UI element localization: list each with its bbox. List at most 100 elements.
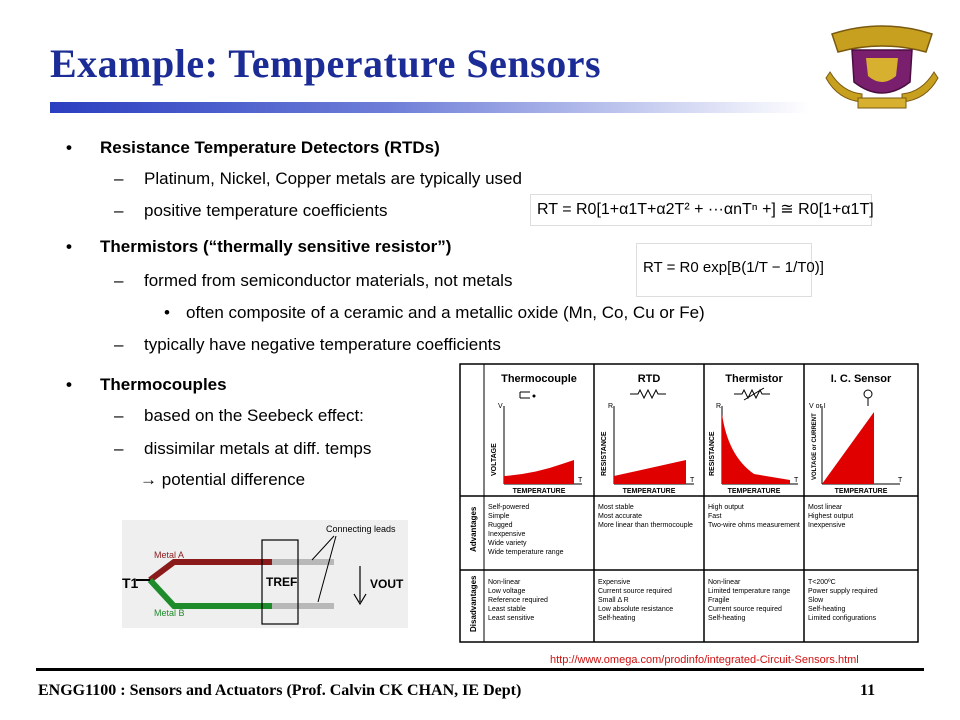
title-underline (50, 102, 810, 113)
bullet-dot: • (66, 138, 72, 157)
adv-tc-1: Simple (488, 513, 510, 520)
adv-thm-2: Two-wire ohms measurement (708, 522, 800, 529)
thermocouple-graph: V T TEMPERATURE VOLTAGE (491, 391, 583, 495)
thermocouple-item-2-text: dissimilar metals at diff. temps (144, 439, 372, 458)
col-header-thermocouple: Thermocouple (501, 373, 577, 385)
thermistor-y-label: RESISTANCE (709, 431, 716, 476)
dis-ic-0: T<200ºC (808, 579, 836, 586)
dis-tc-4: Least sensitive (488, 615, 534, 622)
rtd-item-1-text: Platinum, Nickel, Copper metals are typi… (144, 169, 522, 188)
thermocouple-result-text: potential difference (161, 470, 306, 489)
dis-tc-0: Non-linear (488, 579, 521, 586)
adv-rtd-0: Most stable (598, 504, 634, 511)
dis-ic-3: Self-heating (808, 606, 845, 613)
right-arrow-icon: → (140, 470, 157, 489)
dis-tc-1: Low voltage (488, 588, 525, 595)
dis-ic-1: Power supply required (808, 588, 878, 595)
ic-sensor-graph: V or I T TEMPERATURE VOLTAGE or CURRENT (809, 389, 903, 495)
thermocouple-result: → potential difference (140, 470, 305, 490)
thermistor-equation: RT = R0 exp[B(1/T − 1/T0)] (636, 243, 824, 297)
row-label-disadvantages: Disadvantages (469, 575, 478, 632)
adv-tc-3: Inexpensive (488, 531, 525, 538)
disadvantages-row: Non-linear Low voltage Reference require… (488, 579, 878, 622)
col-header-rtd: RTD (638, 373, 661, 385)
thermistor-graph: R T TEMPERATURE RESISTANCE (709, 387, 799, 495)
ic-y-symbol: V or I (809, 403, 826, 410)
metal-a-label: Metal A (154, 550, 184, 560)
advantages-row: Self-powered Simple Rugged Inexpensive W… (488, 504, 853, 556)
adv-ic-2: Inexpensive (808, 522, 845, 529)
adv-tc-2: Rugged (488, 522, 513, 529)
page-number: 11 (860, 682, 876, 699)
source-url-link[interactable]: http://www.omega.com/prodinfo/integrated… (550, 654, 859, 666)
thermocouple-item-2: – dissimilar metals at diff. temps (114, 439, 372, 458)
metal-b-label: Metal B (154, 608, 185, 618)
rtd-y-label: RESISTANCE (601, 431, 608, 476)
adv-thm-1: Fast (708, 513, 722, 520)
bullet-thermistor-heading: • Thermistors (“thermally sensitive resi… (66, 237, 452, 256)
thermocouple-y-label: VOLTAGE (491, 443, 498, 476)
thermistor-item-1: – formed from semiconductor materials, n… (114, 271, 513, 290)
rtd-x-symbol: T (690, 477, 695, 484)
thermocouple-circuit-diagram: Metal A Metal B T1 TREF VOUT Connecting … (122, 520, 408, 628)
thermistor-item-2: – typically have negative temperature co… (114, 335, 501, 354)
thermistor-y-symbol: R (716, 403, 721, 410)
rtd-item-2: – positive temperature coefficients (114, 201, 388, 220)
rtd-graph: R T TEMPERATURE RESISTANCE (601, 388, 695, 495)
university-crest-logo (825, 25, 939, 109)
dis-thm-0: Non-linear (708, 579, 741, 586)
adv-tc-5: Wide temperature range (488, 549, 564, 556)
rtd-y-symbol: R (608, 403, 613, 410)
adv-ic-1: Highest output (808, 513, 853, 520)
tref-label: TREF (266, 575, 297, 589)
col-header-thermistor: Thermistor (725, 373, 783, 385)
thermistor-x-label: TEMPERATURE (728, 488, 781, 495)
dis-rtd-1: Current source required (598, 588, 672, 595)
rtd-x-label: TEMPERATURE (623, 488, 676, 495)
dis-rtd-0: Expensive (598, 579, 630, 586)
ic-x-symbol: T (898, 477, 903, 484)
dis-rtd-2: Small Δ R (598, 597, 629, 604)
rtd-item-2-text: positive temperature coefficients (144, 201, 388, 220)
col-header-ic-sensor: I. C. Sensor (831, 373, 892, 385)
t1-label: T1 (122, 575, 139, 591)
dis-thm-3: Current source required (708, 606, 782, 613)
vout-label: VOUT (370, 577, 404, 591)
thermistor-item-2-text: typically have negative temperature coef… (144, 335, 501, 354)
thermocouple-x-symbol: T (578, 477, 583, 484)
dis-thm-4: Self-heating (708, 615, 745, 622)
rtd-item-1: – Platinum, Nickel, Copper metals are ty… (114, 169, 522, 188)
thermocouple-item-1: – based on the Seebeck effect: (114, 406, 364, 425)
dis-ic-2: Slow (808, 597, 824, 604)
footer-rule (36, 668, 924, 671)
dis-tc-3: Least stable (488, 606, 526, 613)
thermocouple-y-symbol: V (498, 403, 503, 410)
rtd-heading-text: Resistance Temperature Detectors (RTDs) (100, 138, 440, 157)
adv-tc-0: Self-powered (488, 504, 529, 511)
thermistor-subitem: • often composite of a ceramic and a met… (164, 303, 705, 322)
thermocouple-heading-text: Thermocouples (100, 375, 227, 394)
thermistor-subitem-text: often composite of a ceramic and a metal… (186, 303, 705, 322)
rtd-equation-text: RT = R0[1+α1T+α2T² + ···αnTⁿ +] ≅ R0[1+α… (537, 201, 874, 218)
row-label-advantages: Advantages (469, 506, 478, 552)
adv-thm-0: High output (708, 504, 744, 511)
adv-rtd-1: Most accurate (598, 513, 642, 520)
thermistor-equation-text: RT = R0 exp[B(1/T − 1/T0)] (643, 259, 824, 276)
thermistor-item-1-text: formed from semiconductor materials, not… (144, 271, 513, 290)
dis-tc-2: Reference required (488, 597, 548, 604)
bullet-rtd-heading: • Resistance Temperature Detectors (RTDs… (66, 138, 440, 158)
thermocouple-item-1-text: based on the Seebeck effect: (144, 406, 364, 425)
adv-rtd-2: More linear than thermocouple (598, 522, 693, 529)
thermistor-x-symbol: T (794, 477, 799, 484)
dis-rtd-4: Self-heating (598, 615, 635, 622)
ic-x-label: TEMPERATURE (835, 488, 888, 495)
sensor-comparison-table: Thermocouple RTD Thermistor I. C. Sensor… (454, 356, 926, 656)
dis-thm-1: Limited temperature range (708, 588, 790, 595)
dis-rtd-3: Low absolute resistance (598, 606, 673, 613)
dis-ic-4: Limited configurations (808, 615, 877, 622)
bullet-thermocouple-heading: • Thermocouples (66, 375, 227, 394)
thermocouple-x-label: TEMPERATURE (513, 488, 566, 495)
footer-text: ENGG1100 : Sensors and Actuators (Prof. … (38, 682, 522, 699)
adv-tc-4: Wide variety (488, 540, 527, 547)
slide-title: Example: Temperature Sensors (50, 41, 602, 86)
